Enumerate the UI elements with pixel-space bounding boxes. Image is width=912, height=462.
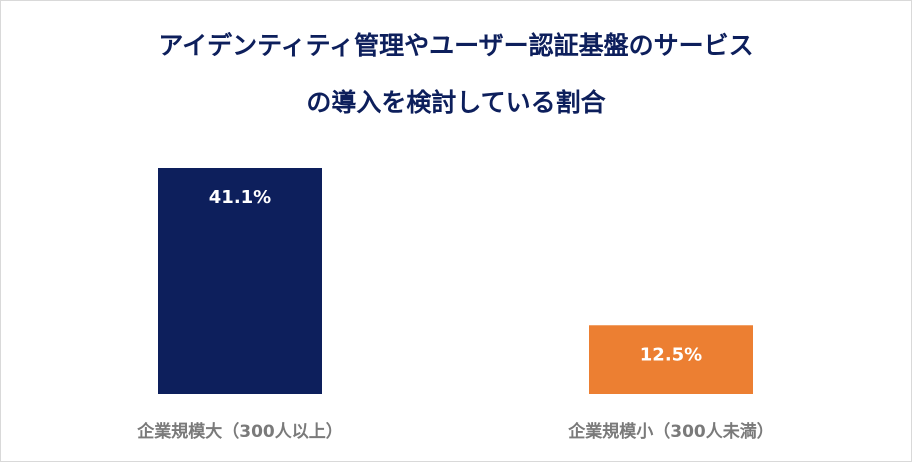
bar-1	[158, 168, 322, 394]
chart-title-line-1: アイデンティティ管理やユーザー認証基盤のサービス	[158, 31, 754, 60]
bar-2	[589, 325, 753, 394]
category-label-2: 企業規模小（300人未満）	[567, 421, 774, 442]
bar-value-label-1: 41.1%	[209, 187, 271, 208]
category-label-1: 企業規模大（300人以上）	[136, 421, 343, 442]
bar-value-label-2: 12.5%	[640, 344, 702, 365]
chart-title-line-2: の導入を検討している割合	[306, 88, 606, 117]
